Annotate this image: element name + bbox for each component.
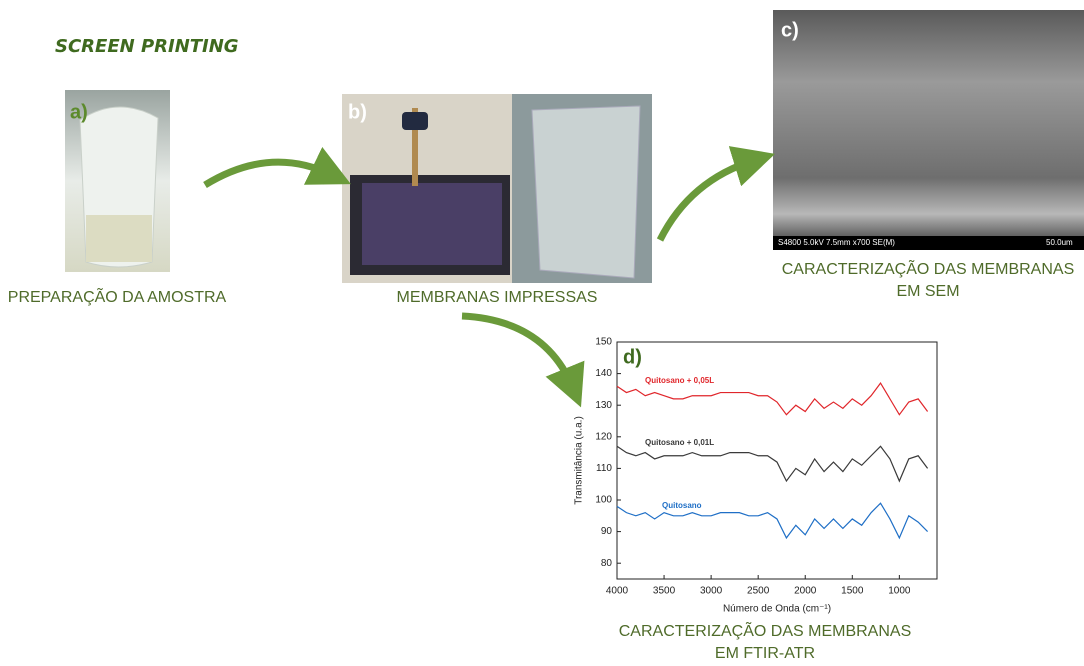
arrow [660, 160, 755, 240]
caption: EM SEM [896, 283, 959, 300]
series-label: Quitosano [662, 501, 702, 510]
arrow [205, 162, 332, 185]
y-tick-label: 100 [595, 495, 612, 506]
x-axis-label: Número de Onda (cm⁻¹) [723, 604, 831, 615]
y-tick-label: 120 [595, 431, 612, 442]
y-tick-label: 150 [595, 337, 612, 348]
arrow [462, 316, 573, 388]
series-line [617, 446, 928, 481]
y-tick-label: 130 [595, 400, 612, 411]
panel-label: a) [70, 101, 88, 123]
y-tick-label: 140 [595, 368, 612, 379]
panel-label: c) [781, 19, 799, 41]
panel-label: b) [348, 101, 367, 123]
y-tick-label: 80 [601, 558, 613, 569]
sem-scale: 50.0um [1046, 238, 1073, 247]
x-tick-label: 1000 [888, 586, 911, 597]
caption: CARACTERIZAÇÃO DAS MEMBRANAS [782, 258, 1074, 278]
x-tick-label: 3000 [700, 586, 723, 597]
caption: MEMBRANAS IMPRESSAS [397, 289, 598, 306]
series-label: Quitosano + 0,01L [645, 438, 714, 447]
x-tick-label: 2000 [794, 586, 817, 597]
sem-info: S4800 5.0kV 7.5mm x700 SE(M) [778, 238, 895, 247]
photo-c: S4800 5.0kV 7.5mm x700 SE(M) 50.0um [773, 10, 1084, 250]
y-tick-label: 90 [601, 526, 613, 537]
figure: SCREEN PRINTING a) b) S4800 5.0kV 7.5mm … [0, 0, 1084, 666]
series-line [617, 383, 928, 415]
y-tick-label: 110 [596, 463, 612, 474]
caption: EM FTIR-ATR [715, 645, 815, 662]
x-tick-label: 3500 [653, 586, 676, 597]
caption: PREPARAÇÃO DA AMOSTRA [8, 286, 227, 306]
canvas: SCREEN PRINTING a) b) S4800 5.0kV 7.5mm … [0, 0, 1084, 666]
x-tick-label: 2500 [747, 586, 770, 597]
x-tick-label: 4000 [606, 586, 629, 597]
photo-b [342, 94, 652, 283]
series-label: Quitosano + 0,05L [645, 376, 714, 385]
panel-label: d) [623, 346, 642, 368]
caption: CARACTERIZAÇÃO DAS MEMBRANAS [619, 620, 911, 640]
title: SCREEN PRINTING [55, 36, 239, 57]
y-axis-label: Transmitância (u.a.) [574, 416, 585, 505]
x-tick-label: 1500 [841, 586, 864, 597]
